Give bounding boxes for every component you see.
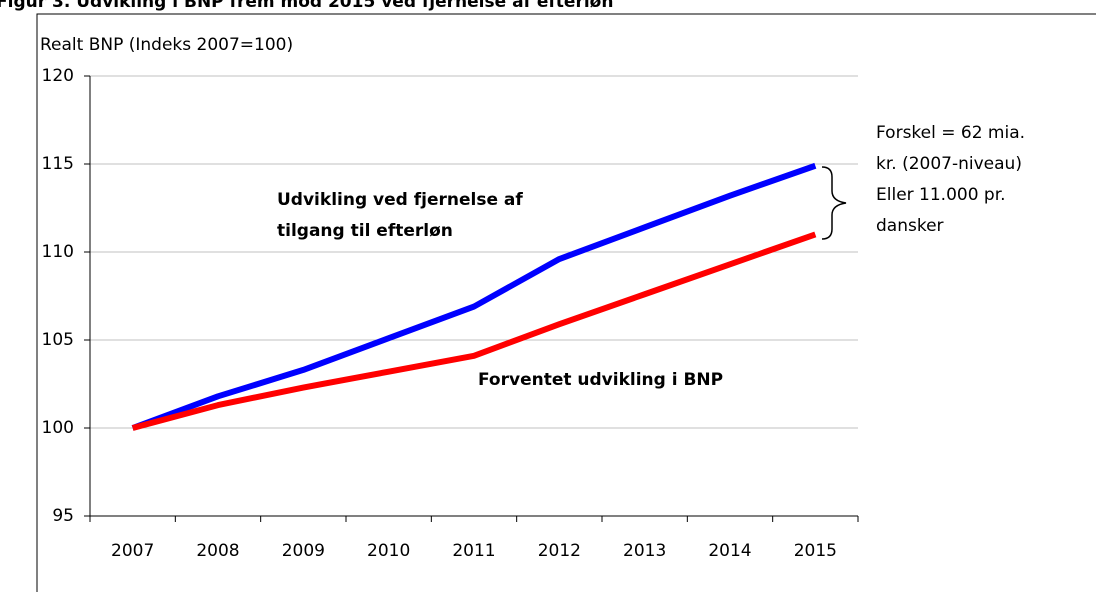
annotation: tilgang til efterløn	[277, 221, 453, 241]
x-tick-label: 2013	[623, 541, 666, 561]
line-series	[131, 231, 817, 431]
line-series	[131, 162, 817, 431]
brace	[821, 166, 847, 240]
annotation: Udvikling ved fjernelse af	[277, 190, 523, 210]
x-tick-label: 2014	[708, 541, 751, 561]
x-tick-label: 2011	[452, 541, 495, 561]
annotation: kr. (2007-niveau)	[876, 154, 1022, 174]
y-tick-label: 100	[42, 418, 74, 438]
x-tick-label: 2009	[282, 541, 325, 561]
x-tick-label: 2015	[794, 541, 837, 561]
chart-title: Figur 3. Udvikling i BNP frem mod 2015 v…	[0, 0, 613, 12]
x-tick-label: 2012	[538, 541, 581, 561]
annotation: Forventet udvikling i BNP	[478, 370, 723, 390]
chart-frame	[36, 13, 1096, 592]
x-tick-label: 2008	[196, 541, 239, 561]
annotation: dansker	[876, 216, 944, 236]
annotation: Forskel = 62 mia.	[876, 123, 1025, 143]
x-tick-label: 2007	[111, 541, 154, 561]
y-tick-label: 115	[42, 154, 74, 174]
y-axis-label: Realt BNP (Indeks 2007=100)	[40, 35, 293, 55]
y-tick-label: 120	[42, 66, 74, 86]
x-tick-label: 2010	[367, 541, 410, 561]
y-tick-label: 105	[42, 330, 74, 350]
annotation: Eller 11.000 pr.	[876, 185, 1006, 205]
y-tick-label: 110	[42, 242, 74, 262]
y-tick-label: 95	[52, 506, 74, 526]
